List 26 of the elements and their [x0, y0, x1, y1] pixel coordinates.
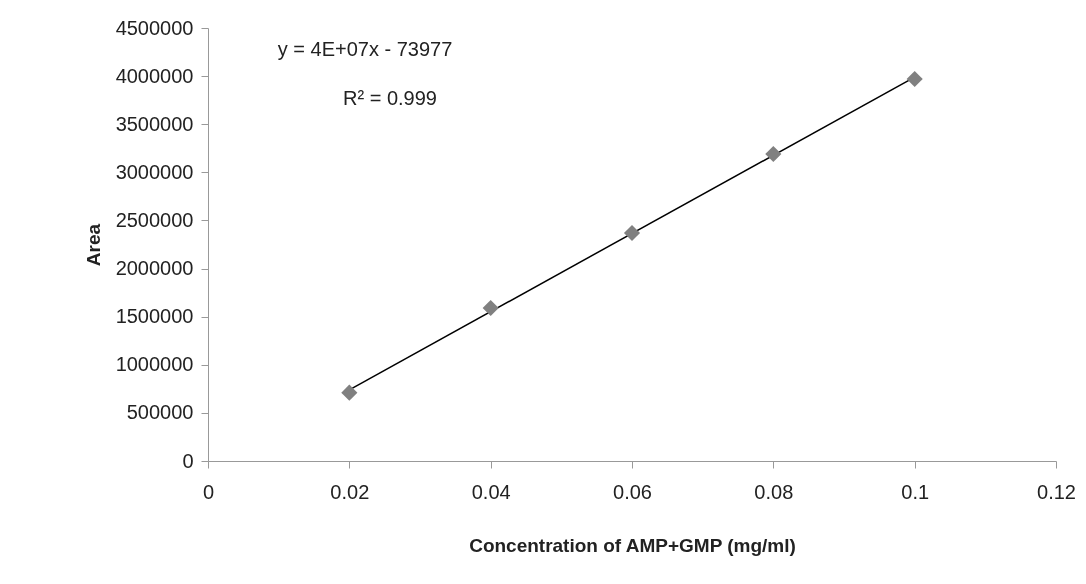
x-tick-label: 0.06	[613, 480, 652, 503]
point	[765, 145, 782, 163]
point	[906, 70, 923, 88]
y-tick-label: 0	[182, 449, 194, 472]
x-axis-title: Concentration of AMP+GMP (mg/ml)	[469, 534, 796, 556]
x-tick-label: 0.12	[1037, 480, 1076, 503]
y-tick-label: 500000	[126, 401, 194, 424]
x-tick-label: 0	[202, 480, 215, 503]
x-tick-label: 0.08	[754, 480, 794, 503]
y-tick-label: 2000000	[115, 257, 194, 280]
point	[623, 224, 641, 242]
x-tick-label: 0.1	[901, 480, 930, 503]
y-tick-label: 1000000	[115, 353, 194, 376]
y-tick-label: 2500000	[115, 208, 194, 231]
annotation: R² = 0.999	[343, 87, 437, 109]
x-tick-label: 0.02	[330, 480, 370, 503]
y-tick-label: 4500000	[115, 16, 194, 39]
y-tick-label: 3500000	[115, 112, 194, 135]
y-tick-label: 1500000	[115, 305, 194, 328]
y-axis-title: Area	[82, 223, 104, 267]
y-tick-label: 4000000	[115, 64, 194, 87]
annotation: y = 4E+07x - 73977	[277, 38, 453, 60]
point	[482, 299, 499, 317]
y-tick-label: 3000000	[115, 160, 194, 183]
x-tick-label: 0.04	[471, 480, 511, 503]
point	[341, 384, 358, 401]
